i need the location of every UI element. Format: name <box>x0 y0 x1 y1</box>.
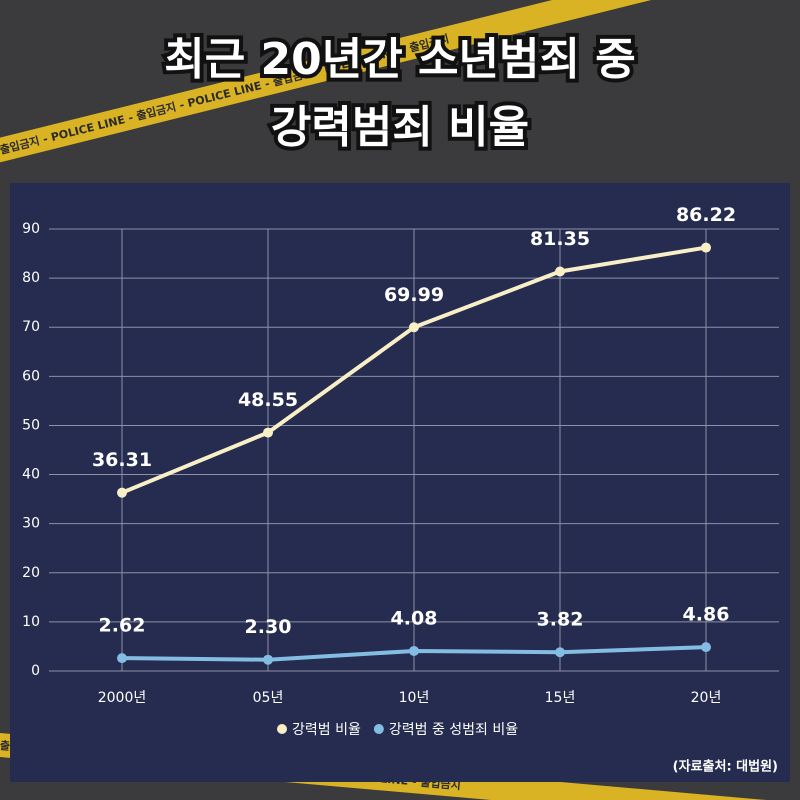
data-point <box>263 654 273 665</box>
data-point <box>263 427 273 438</box>
value-label: 36.31 <box>92 449 152 471</box>
data-point <box>555 266 565 277</box>
y-tick-label: 90 <box>22 221 40 237</box>
legend-label: 강력범 중 성범죄 비율 <box>389 722 518 738</box>
y-tick-label: 60 <box>22 368 40 384</box>
legend-marker <box>373 724 384 734</box>
data-point <box>117 653 127 664</box>
data-point <box>409 322 419 333</box>
tape <box>0 0 800 172</box>
y-tick-label: 0 <box>31 663 40 679</box>
x-tick-label: 20년 <box>691 690 722 706</box>
data-point <box>555 647 565 658</box>
y-tick-label: 40 <box>22 467 40 483</box>
y-tick-label: 30 <box>22 516 40 532</box>
x-tick-label: 05년 <box>253 690 284 706</box>
legend-marker <box>277 724 287 734</box>
value-label: 2.30 <box>245 616 292 638</box>
y-tick-label: 50 <box>22 417 40 433</box>
value-label: 81.35 <box>530 228 590 250</box>
data-point <box>117 487 127 498</box>
y-tick-label: 70 <box>22 319 40 335</box>
value-label: 48.55 <box>238 389 298 411</box>
chart-title: 최근 20년간 소년범죄 중 <box>164 34 636 85</box>
chart-title: 강력범죄 비율 <box>271 102 529 153</box>
value-label: 2.62 <box>99 615 146 637</box>
y-tick-label: 20 <box>22 565 40 581</box>
y-tick-label: 10 <box>22 614 40 630</box>
x-tick-label: 15년 <box>545 690 576 706</box>
value-label: 4.86 <box>683 604 730 626</box>
legend-label: 강력범 비율 <box>292 722 361 738</box>
source: (자료출처: 대법원) <box>673 759 778 775</box>
value-label: 3.82 <box>537 609 584 631</box>
x-tick-label: 10년 <box>399 690 430 706</box>
value-label: 86.22 <box>676 204 736 226</box>
y-tick-label: 80 <box>22 270 40 286</box>
data-point <box>701 242 711 253</box>
chart-panel <box>10 183 790 782</box>
value-label: 4.08 <box>391 607 438 629</box>
legend: 강력범 비율 강력범 중 성범죄 비율 <box>277 722 518 738</box>
data-point <box>409 645 419 656</box>
value-label: 69.99 <box>384 284 444 306</box>
data-point <box>701 642 711 653</box>
x-tick-label: 2000년 <box>98 690 147 706</box>
